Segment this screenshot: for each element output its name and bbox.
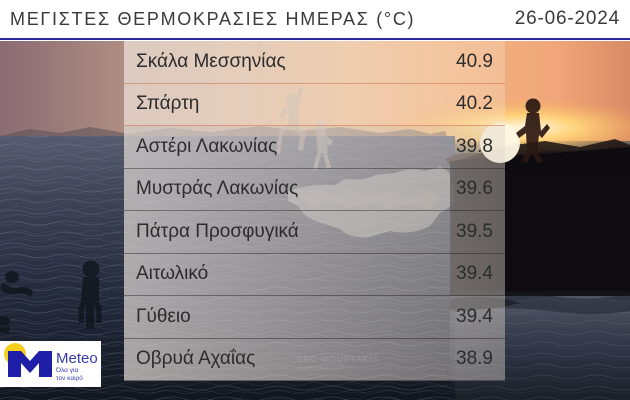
svg-text:τον καιρό: τον καιρό — [56, 374, 83, 382]
svg-text:Όλα για: Όλα για — [55, 367, 78, 374]
svg-text:Meteo: Meteo — [56, 350, 98, 367]
